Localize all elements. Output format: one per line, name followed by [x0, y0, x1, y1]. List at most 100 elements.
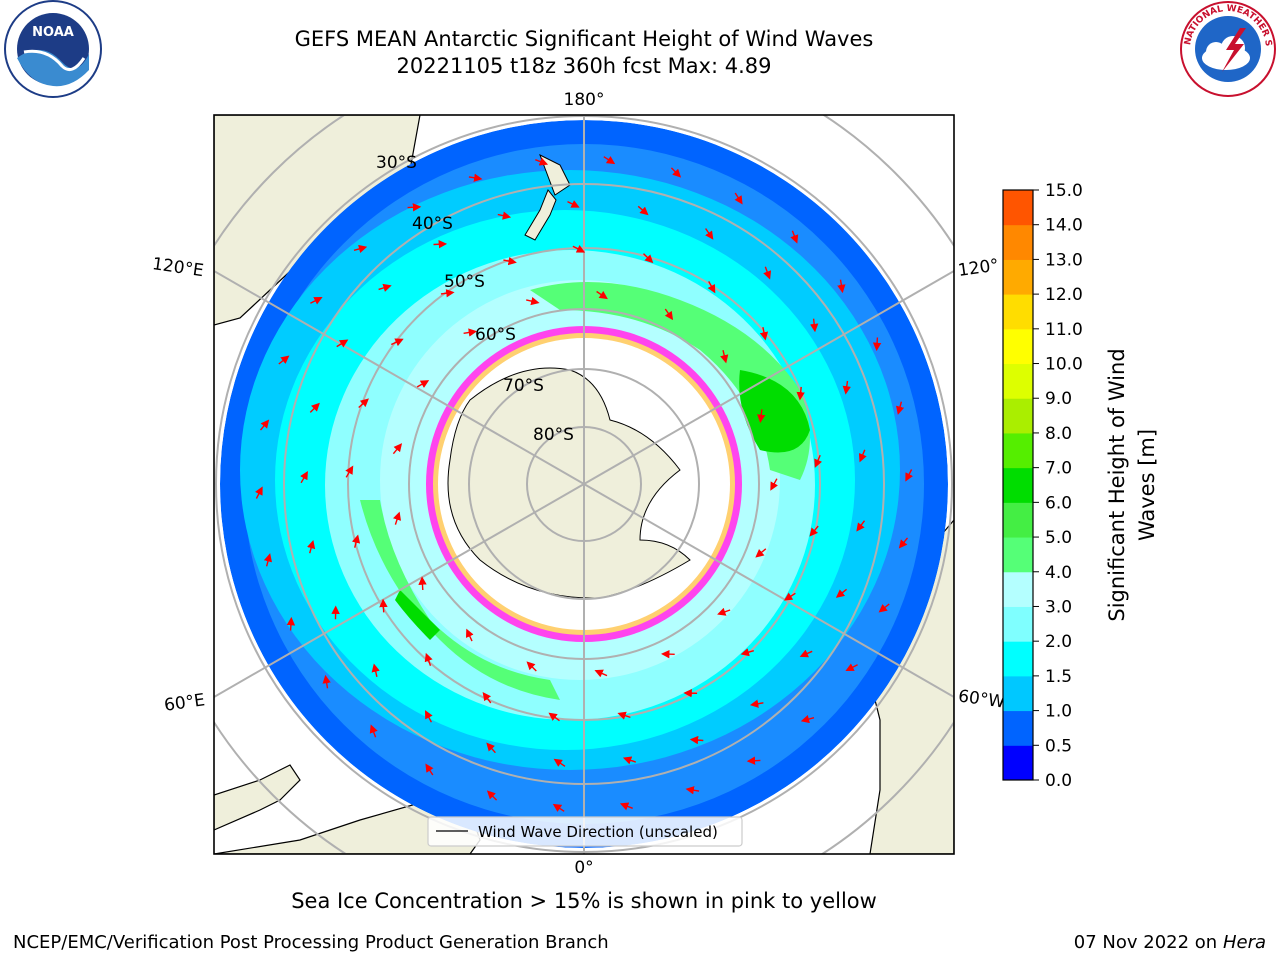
wave-arrow — [503, 256, 517, 266]
wave-arrow — [486, 790, 498, 801]
footer-machine: Hera — [1222, 932, 1266, 953]
colorbar-border — [1002, 189, 1034, 781]
wave-arrow — [552, 803, 565, 812]
wave-arrow — [322, 674, 331, 689]
wave-arrow — [878, 603, 890, 613]
wave-arrow — [336, 339, 349, 348]
lat-label-30s: 30°S — [376, 153, 417, 173]
wave-arrow — [465, 628, 474, 642]
wave-arrow — [307, 539, 316, 554]
legend: Wind Wave Direction (unscaled) — [427, 816, 743, 847]
wave-arrow — [378, 283, 392, 292]
wave-arrow — [416, 380, 430, 388]
colorbar-segment — [1003, 190, 1033, 226]
wave-arrow — [486, 742, 496, 754]
wave-arrow — [746, 756, 761, 765]
wave-arrow — [720, 350, 729, 364]
map-frame — [213, 114, 955, 855]
colorbar-segment — [1003, 294, 1033, 330]
lon-label-120w: 120° — [957, 255, 1000, 281]
colorbar-segment — [1003, 224, 1033, 260]
colorbar-tick-label: 0.5 — [1045, 736, 1072, 756]
legend-label: Wind Wave Direction (unscaled) — [478, 823, 718, 841]
colorbar-segment — [1003, 467, 1033, 503]
colorbar-tick-label: 14.0 — [1045, 216, 1083, 236]
wave-arrow — [255, 486, 263, 499]
wave-arrow — [856, 520, 866, 532]
wave-arrow — [734, 192, 743, 205]
lon-label-60e: 60°E — [163, 690, 206, 715]
lat-label-70s: 70°S — [503, 376, 544, 396]
wave-arrow — [757, 409, 766, 423]
wave-arrow — [799, 649, 813, 658]
wave-arrow — [689, 735, 704, 745]
colorbar-segment — [1003, 432, 1033, 469]
wave-arrow — [596, 290, 608, 300]
wave-arrow — [643, 253, 654, 264]
wave-arrow — [770, 478, 779, 491]
wave-arrow — [842, 380, 851, 395]
colorbar-segment — [1003, 745, 1033, 781]
wave-arrow — [617, 711, 631, 720]
wave-arrow — [603, 156, 616, 165]
wave-arrow — [670, 167, 682, 178]
footer-credit: NCEP/EMC/Verification Post Processing Pr… — [13, 932, 609, 953]
lon-label-60w: 60°W — [957, 686, 1006, 712]
colorbar-tick-label: 12.0 — [1045, 285, 1083, 305]
colorbar-segment — [1003, 363, 1033, 399]
colorbar-segment — [1003, 398, 1033, 434]
colorbar-label-line1: Significant Height of Wind — [1105, 348, 1129, 621]
wave-arrow — [392, 443, 403, 455]
wave-arrow — [358, 398, 369, 409]
wave-arrow — [664, 308, 674, 321]
colorbar-segment — [1003, 259, 1033, 295]
colorbar-segment — [1003, 571, 1033, 607]
footer-date-text: 07 Nov 2022 on — [1073, 932, 1218, 953]
wave-arrow — [872, 337, 882, 352]
wave-arrow — [463, 328, 478, 337]
wave-arrow — [310, 297, 323, 305]
wave-arrow — [619, 802, 633, 811]
colorbar-label-line2: Waves [m] — [1135, 429, 1159, 541]
wave-arrow — [814, 454, 822, 468]
wave-arrow — [622, 756, 637, 765]
wave-arrow — [391, 338, 404, 347]
wave-arrow — [749, 699, 764, 708]
colorbar-tick-label: 1.5 — [1045, 667, 1072, 687]
wave-direction-arrows — [255, 156, 913, 812]
wave-arrow — [482, 692, 492, 704]
wave-arrow — [895, 401, 905, 415]
colorbar-tick-label: 10.0 — [1045, 355, 1083, 375]
wave-arrow — [763, 266, 772, 280]
wave-arrow — [300, 470, 308, 484]
colorbar-tick-label: 7.0 — [1045, 459, 1072, 479]
lat-label-60s: 60°S — [475, 325, 516, 345]
colorbar-segment — [1003, 710, 1033, 746]
wave-arrow — [837, 279, 846, 294]
wave-arrow — [425, 763, 434, 776]
wave-arrow — [259, 419, 270, 431]
wave-arrow — [369, 724, 378, 738]
colorbar-tick-label: 4.0 — [1045, 563, 1072, 583]
lat-label-40s: 40°S — [412, 214, 453, 234]
wave-arrow — [353, 244, 368, 253]
colorbar-tick-label: 5.0 — [1045, 528, 1072, 548]
wave-arrow — [858, 449, 867, 463]
wave-arrow — [393, 511, 402, 525]
colorbar-tick-label: 1.0 — [1045, 702, 1072, 722]
wave-arrow — [717, 607, 731, 616]
wave-arrow — [796, 386, 805, 401]
wave-arrow — [278, 355, 290, 365]
wave-arrow — [371, 663, 380, 677]
wave-arrow — [407, 203, 422, 212]
lat-label-50s: 50°S — [444, 272, 485, 292]
colorbar-segment — [1003, 537, 1033, 573]
wave-arrow — [705, 228, 714, 240]
wave-arrow — [553, 758, 566, 767]
wave-arrow — [783, 592, 796, 601]
chart-title: GEFS MEAN Antarctic Significant Height o… — [294, 27, 874, 51]
wave-arrow — [468, 173, 483, 182]
wave-arrow — [567, 200, 580, 208]
colorbar-segment — [1003, 502, 1033, 538]
wave-arrow — [497, 211, 512, 220]
